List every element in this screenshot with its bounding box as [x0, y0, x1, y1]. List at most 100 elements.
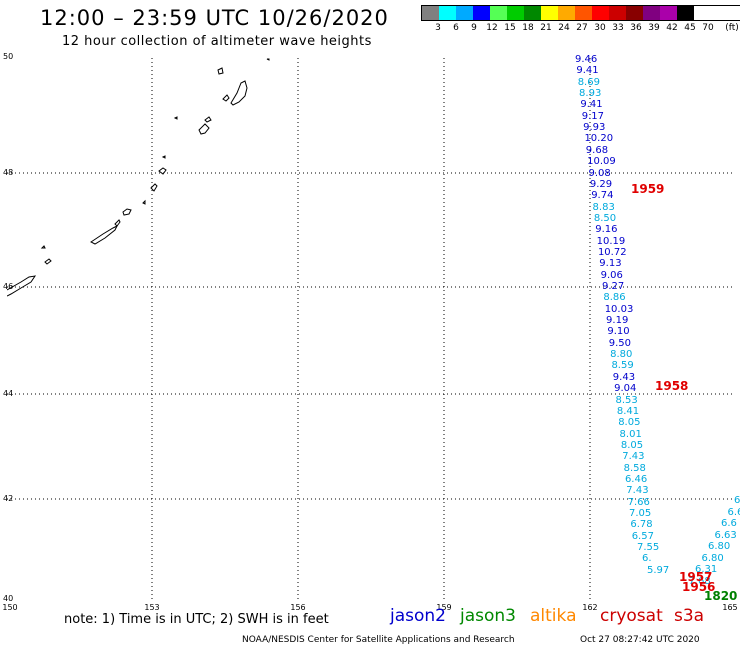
- wave-height-value: 6.31: [695, 564, 718, 575]
- legend-label: 27: [576, 23, 588, 33]
- lon-label: 150: [2, 603, 18, 612]
- wave-height-value: 8.58: [623, 462, 646, 474]
- legend-label: 6: [453, 23, 459, 33]
- legend-label: 39: [648, 23, 660, 33]
- map-canvas: [7, 58, 735, 600]
- wave-height-value: 9.41: [576, 65, 599, 77]
- wave-height-value: 6.78: [630, 519, 653, 531]
- wave-height-value: 10.20: [584, 133, 614, 145]
- legend-label: 18: [522, 23, 534, 33]
- lat-label: 46: [3, 282, 14, 291]
- legend-swatch: [439, 6, 456, 20]
- wave-height-value: 9.27: [602, 281, 625, 292]
- wave-height-value: 9.04: [614, 383, 637, 395]
- wave-height-value: 10.09: [587, 156, 616, 168]
- wave-height-value: 9.17: [581, 110, 605, 122]
- satellite-label: altika: [530, 606, 577, 626]
- wave-height-value: 6.80: [701, 552, 724, 564]
- coastline: [7, 58, 270, 297]
- lat-label: 48: [3, 168, 14, 177]
- legend-swatch: [490, 6, 507, 20]
- wave-height-value: 8.01: [619, 428, 642, 440]
- wave-height-value: 8.93: [579, 88, 602, 100]
- units-note: note: 1) Time is in UTC; 2) SWH is in fe…: [64, 612, 329, 627]
- legend-label: 33: [612, 23, 624, 33]
- legend-swatch: [643, 6, 660, 20]
- satellite-label: jason3: [460, 606, 516, 626]
- wave-height-value: 9.43: [612, 371, 636, 383]
- wave-height-value: 10.19: [596, 235, 626, 247]
- footer-credit: NOAA/NESDIS Center for Satellite Applica…: [242, 635, 515, 645]
- wave-height-value: 9.50: [608, 337, 632, 349]
- satellite-label: s3a: [674, 606, 705, 626]
- legend-swatch: [575, 6, 592, 20]
- wave-height-value: 8.05: [620, 439, 644, 451]
- wave-height-value: 6.63: [714, 529, 737, 541]
- legend-label: 24: [558, 23, 570, 33]
- legend-swatch: [558, 6, 575, 20]
- wave-height-value: 10.03: [604, 303, 634, 315]
- wave-height-value: 7.43: [626, 485, 649, 497]
- map-grid: [7, 58, 735, 600]
- wave-height-value: 9.13: [599, 258, 622, 270]
- legend-label: 70: [702, 23, 714, 33]
- legend-label: 3: [435, 23, 441, 33]
- wave-height-value: 9.68: [585, 144, 609, 156]
- color-legend: 3 6 9 12 15 18 21 24 27 30 33 36 39 42 45 70 (ft): [421, 5, 740, 35]
- wave-height-value: 9.74: [591, 190, 614, 202]
- wave-height-value: 8.05: [618, 417, 641, 429]
- wave-height-value: 9.08: [588, 167, 611, 179]
- wave-height-value: 5.97: [647, 564, 670, 576]
- legend-swatch: [541, 6, 558, 20]
- lon-label: 156: [290, 603, 306, 612]
- wave-height-value: 6.57: [631, 530, 654, 542]
- legend-swatch: [609, 6, 626, 20]
- wave-height-value: 8.50: [593, 212, 617, 224]
- map-area[interactable]: 9.46 9.41 8.69 8.93 9.41 9.17 9.93 10.20 9.68 10.…: [7, 55, 740, 603]
- legend-swatch: [677, 6, 694, 20]
- wave-height-value: 6.: [642, 553, 652, 565]
- legend-label: 12: [486, 23, 498, 33]
- legend-swatch: [507, 6, 524, 20]
- wave-height-value: 9.19: [606, 315, 629, 327]
- lat-label: 50: [3, 52, 14, 61]
- legend-swatch: [422, 6, 439, 20]
- wave-height-value: 6: [734, 495, 740, 506]
- legend-swatches: [421, 5, 740, 21]
- wave-height-value: 9.16: [595, 224, 618, 236]
- lon-label: 165: [722, 603, 738, 612]
- wave-height-value: 6.80: [708, 541, 731, 552]
- legend-swatch: [626, 6, 643, 20]
- wave-height-value: 9.10: [607, 326, 630, 338]
- legend-label: 42: [666, 23, 678, 33]
- lat-label: 42: [3, 494, 14, 503]
- wave-height-value: 9.29: [589, 178, 613, 190]
- lon-label: 153: [144, 603, 160, 612]
- wave-height-value: 6.46: [624, 473, 648, 485]
- wave-height-value: 8.80: [610, 349, 633, 361]
- legend-label: 36: [630, 23, 642, 33]
- wave-height-value: 7.05: [629, 508, 652, 519]
- wave-height-value: 7.43: [622, 451, 645, 463]
- pass-time-label: 1958: [655, 379, 689, 393]
- legend-swatch: [473, 6, 490, 20]
- legend-label: 15: [504, 23, 516, 33]
- legend-swatch: [592, 6, 609, 20]
- wave-height-value: 6.6: [727, 506, 740, 518]
- wave-height-value: 8.86: [603, 292, 626, 304]
- wave-height-value: 8.69: [577, 76, 600, 88]
- legend-label: 21: [540, 23, 552, 33]
- page-title: 12:00 – 23:59 UTC 10/26/2020: [40, 6, 389, 30]
- wave-height-value: 7.68: [688, 575, 711, 587]
- legend-label: (ft): [725, 23, 739, 33]
- wave-height-value: 8.41: [616, 405, 640, 417]
- lat-label: 40: [3, 594, 14, 603]
- legend-swatch: [660, 6, 677, 20]
- legend-label: 30: [594, 23, 606, 33]
- wave-height-value: 8.83: [592, 201, 615, 213]
- wave-height-value: 10.72: [597, 246, 627, 258]
- legend-label: 9: [471, 23, 477, 33]
- satellite-label: cryosat: [600, 606, 663, 626]
- wave-height-value: 8.59: [611, 360, 634, 372]
- pass-time-label: 1820: [704, 589, 738, 603]
